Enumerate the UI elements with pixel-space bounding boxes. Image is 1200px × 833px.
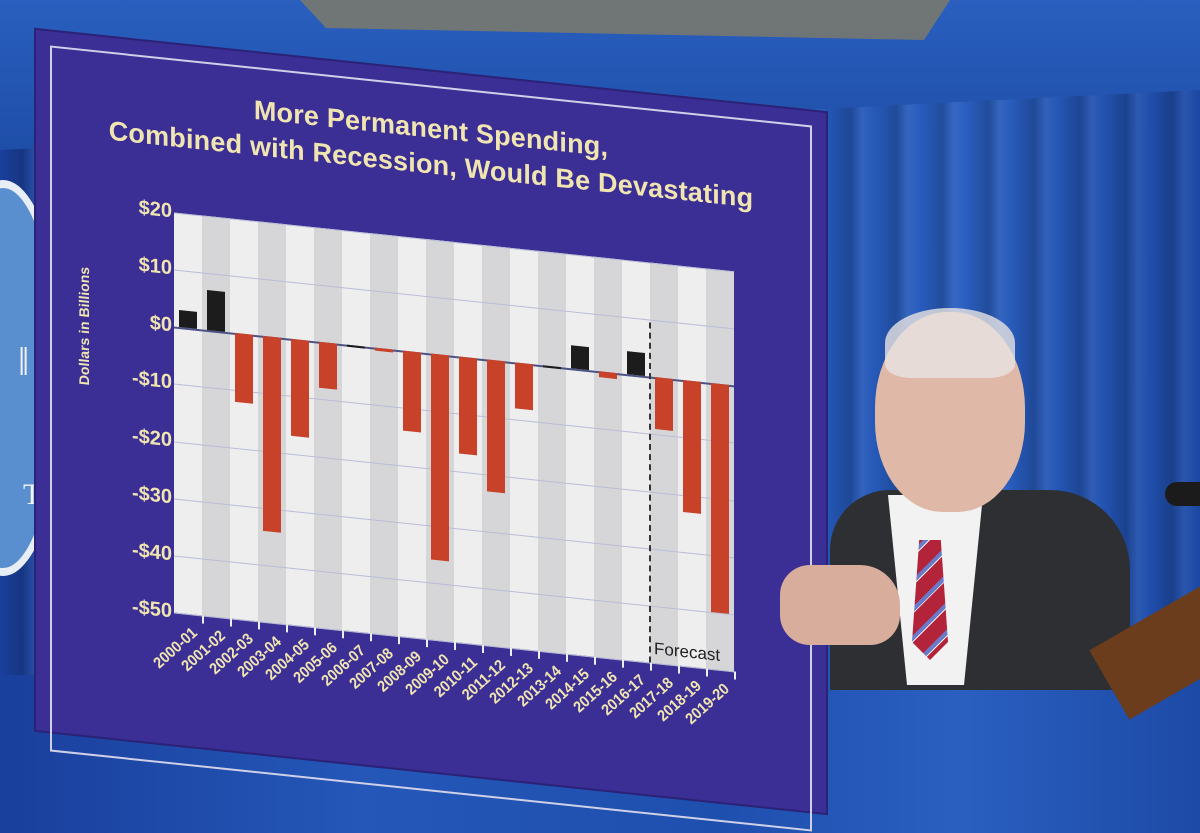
seal-column-glyph: ‖ <box>18 339 30 384</box>
x-tick <box>566 653 568 662</box>
microphone-icon <box>1165 482 1200 506</box>
x-tick <box>594 656 596 665</box>
striped-tie <box>912 540 948 660</box>
x-tick <box>426 638 428 648</box>
bar-2005-06 <box>319 342 337 390</box>
plot-area: Forecast <box>174 212 734 673</box>
bar-2009-10 <box>431 353 449 562</box>
x-tick <box>678 665 680 674</box>
bar-2019-20 <box>711 383 729 614</box>
x-tick <box>454 641 456 651</box>
bar-2016-17 <box>627 351 645 377</box>
bar-2002-03 <box>235 333 253 404</box>
y-axis-label: Dollars in Billions <box>76 265 92 386</box>
forecast-divider <box>649 322 651 663</box>
bar-2012-13 <box>515 362 533 411</box>
x-tick <box>482 644 484 654</box>
bar-2010-11 <box>459 356 477 456</box>
bar-2017-18 <box>655 377 673 431</box>
bar-2014-15 <box>571 345 589 371</box>
x-tick <box>650 662 652 671</box>
presenter-head <box>875 308 1025 512</box>
x-tick <box>510 647 512 657</box>
bar-2003-04 <box>263 336 281 533</box>
bar-2018-19 <box>683 380 701 514</box>
pointing-hand <box>780 565 900 645</box>
x-tick <box>314 627 316 636</box>
x-tick <box>258 621 260 630</box>
bar-2011-12 <box>487 359 505 493</box>
chart-poster: More Permanent Spending, Combined with R… <box>36 30 826 832</box>
x-tick <box>370 633 372 642</box>
x-tick <box>706 668 708 677</box>
x-tick <box>538 650 540 659</box>
x-tick <box>398 636 400 645</box>
x-tick <box>734 671 736 680</box>
bar-2004-05 <box>291 339 309 439</box>
bar-2001-02 <box>207 290 225 333</box>
x-tick <box>342 630 344 639</box>
bar-2000-01 <box>179 310 197 330</box>
x-tick <box>622 659 624 668</box>
x-tick <box>230 618 232 627</box>
x-tick <box>286 624 288 633</box>
presenter <box>780 308 1200 690</box>
bar-2008-09 <box>403 350 421 433</box>
x-tick <box>202 615 204 624</box>
